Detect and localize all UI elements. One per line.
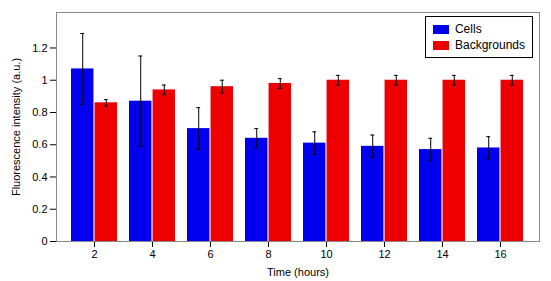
svg-text:16: 16 [494, 248, 506, 260]
svg-text:10: 10 [320, 248, 332, 260]
html-text:Cells: Cells [455, 22, 482, 36]
svg-text:1: 1 [41, 74, 47, 86]
svg-text:1.2: 1.2 [32, 41, 47, 53]
svg-text:2: 2 [91, 248, 97, 260]
svg-text:0.4: 0.4 [32, 171, 47, 183]
svg-text:14: 14 [436, 248, 448, 260]
svg-text:Time (hours): Time (hours) [267, 266, 329, 278]
svg-text:12: 12 [378, 248, 390, 260]
svg-text:4: 4 [149, 248, 155, 260]
svg-text:0: 0 [41, 235, 47, 247]
svg-text:Fluorescence intensity (a.u.): Fluorescence intensity (a.u.) [10, 58, 22, 196]
html-text:Backgrounds: Backgrounds [455, 38, 525, 52]
svg-text:0.8: 0.8 [32, 106, 47, 118]
svg-text:0.6: 0.6 [32, 138, 47, 150]
svg-text:8: 8 [265, 248, 271, 260]
svg-text:0.2: 0.2 [32, 203, 47, 215]
svg-text:6: 6 [207, 248, 213, 260]
